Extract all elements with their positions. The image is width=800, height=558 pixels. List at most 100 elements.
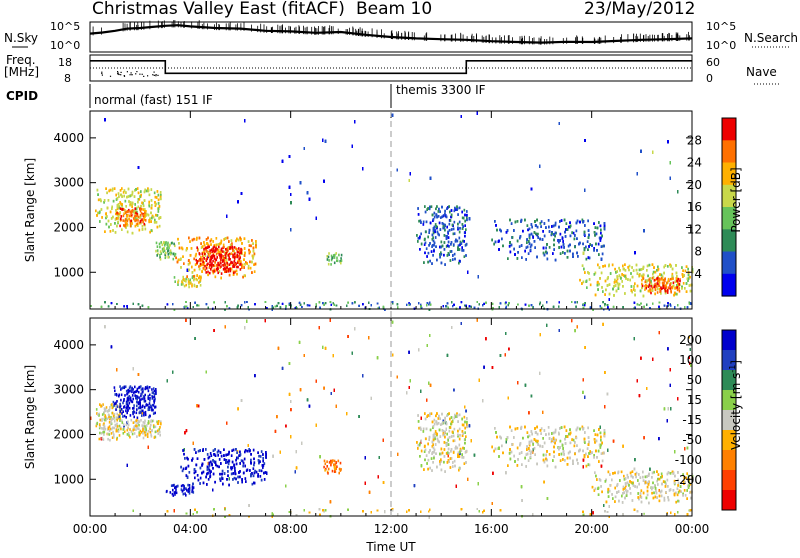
echo-cell <box>139 208 141 211</box>
ground-scatter-cell <box>104 301 105 303</box>
echo-cell <box>116 225 118 228</box>
echo-cell <box>141 218 143 221</box>
echo-cell <box>188 269 190 272</box>
echo-cell <box>110 189 112 192</box>
ground-scatter-cell <box>658 306 659 308</box>
ground-scatter-cell <box>571 301 572 303</box>
ground-scatter-cell <box>452 305 453 307</box>
echo-cell <box>199 268 201 271</box>
freq-dot <box>135 73 136 74</box>
echo-cell <box>219 254 221 257</box>
echo-cell <box>444 224 446 227</box>
ground-scatter-cell <box>331 304 332 306</box>
echo-cell <box>213 249 215 252</box>
echo-cell <box>466 219 468 222</box>
echo-cell <box>233 272 235 275</box>
ground-scatter-cell <box>634 302 635 304</box>
freq-dot <box>157 75 158 76</box>
ground-scatter-cell <box>172 303 173 305</box>
freq-dot <box>101 72 102 73</box>
echo-cell <box>431 205 433 208</box>
echo-cell <box>428 231 430 234</box>
echo-cell <box>149 205 151 208</box>
echo-cell <box>461 246 463 249</box>
echo-cell <box>182 255 184 258</box>
ground-scatter-cell <box>196 304 197 306</box>
echo-cell <box>171 242 173 245</box>
ground-scatter-cell <box>397 306 398 308</box>
echo-cell <box>150 220 152 223</box>
scatter-cell <box>430 177 431 180</box>
ground-scatter-cell <box>186 306 187 308</box>
ground-scatter-cell <box>347 302 348 304</box>
echo-cell <box>160 216 162 219</box>
ground-scatter-cell <box>330 301 331 303</box>
echo-cell <box>112 216 114 219</box>
echo-cell <box>158 194 160 197</box>
echo-cell <box>428 244 430 247</box>
echo-cell <box>125 211 127 214</box>
echo-cell <box>465 254 467 257</box>
echo-cell <box>466 210 468 213</box>
ground-scatter-cell <box>531 304 532 306</box>
echo-cell <box>431 250 433 253</box>
echo-cell <box>328 263 330 266</box>
echo-cell <box>155 203 157 206</box>
ground-scatter-cell <box>278 302 279 304</box>
ground-scatter-cell <box>410 303 411 305</box>
scatter-cell <box>539 165 540 168</box>
echo-cell <box>145 219 147 222</box>
ground-scatter-cell <box>193 306 194 308</box>
scatter-cell <box>652 151 653 154</box>
ground-scatter-cell <box>584 304 585 306</box>
echo-cell <box>433 250 435 253</box>
ground-scatter-cell <box>517 304 518 306</box>
echo-cell <box>155 214 157 217</box>
echo-cell <box>120 207 122 210</box>
echo-cell <box>142 225 144 228</box>
echo-cell <box>203 257 205 260</box>
echo-cell <box>139 229 141 232</box>
echo-cell <box>444 248 446 251</box>
scatter-cell <box>583 252 584 255</box>
echo-cell <box>180 266 182 269</box>
echo-cell <box>220 262 222 265</box>
echo-cell <box>189 262 191 265</box>
echo-cell <box>461 211 463 214</box>
echo-cell <box>254 270 256 273</box>
echo-cell <box>241 242 243 245</box>
ground-scatter-cell <box>420 306 421 308</box>
echo-cell <box>438 210 440 213</box>
echo-cell <box>169 244 171 247</box>
echo-cell <box>199 252 201 255</box>
echo-cell <box>155 250 157 253</box>
echo-cell <box>128 195 130 198</box>
echo-cell <box>151 207 153 210</box>
echo-cell <box>212 240 214 243</box>
echo-cell <box>454 258 456 261</box>
echo-cell <box>202 253 204 256</box>
scatter-cell <box>637 172 638 175</box>
ground-scatter-cell <box>352 302 353 304</box>
nave-label: Nave <box>746 65 777 79</box>
freq-tick-bottom: 8 <box>64 72 71 85</box>
freq-dot <box>130 74 131 75</box>
echo-cell <box>255 240 257 243</box>
echo-cell <box>212 260 214 263</box>
echo-cell <box>222 250 224 253</box>
echo-cell <box>444 263 446 266</box>
freq-dot <box>155 75 156 76</box>
echo-cell <box>196 274 198 277</box>
echo-cell <box>449 223 451 226</box>
echo-cell <box>423 261 425 264</box>
echo-cell <box>243 258 245 261</box>
ground-scatter-cell <box>206 303 207 305</box>
echo-cell <box>447 231 449 234</box>
echo-cell <box>433 229 435 232</box>
scatter-cell <box>362 167 363 170</box>
echo-cell <box>437 231 439 234</box>
echo-cell <box>234 260 236 263</box>
ground-scatter-cell <box>325 302 326 304</box>
